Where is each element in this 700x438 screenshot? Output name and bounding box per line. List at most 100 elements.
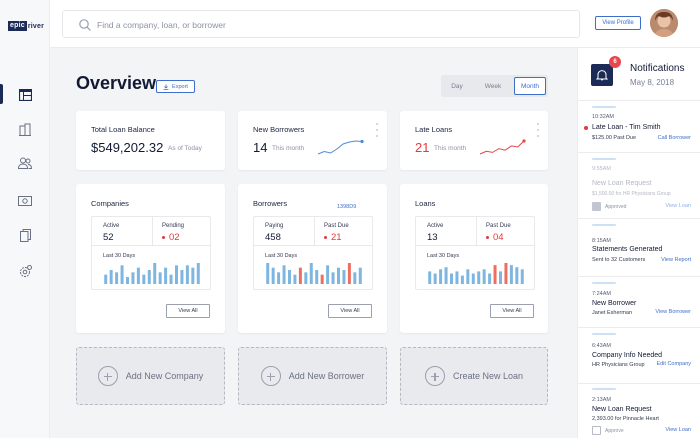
panel-metrics: Active 52 Pending 02 Last 30 Days	[91, 216, 211, 290]
view-all-button[interactable]: View All	[328, 304, 372, 318]
bar	[488, 273, 492, 284]
export-button[interactable]: Export	[156, 80, 195, 93]
view-profile-button[interactable]: View Profile	[595, 16, 641, 30]
logo-part-river: river	[27, 22, 44, 30]
logo-part-epic: epic	[8, 21, 27, 31]
bar	[131, 272, 135, 284]
bar	[504, 263, 508, 284]
bar	[315, 270, 319, 284]
view-all-button[interactable]: View All	[490, 304, 534, 318]
create-new-loan-button[interactable]: Create New Loan	[400, 347, 548, 405]
chart-label: Last 30 Days	[265, 253, 298, 259]
notification-title: New Loan Request	[592, 406, 652, 413]
bar	[293, 274, 297, 284]
stat-value: $549,202.32	[91, 140, 164, 155]
period-toggle: Day Week Month	[441, 75, 548, 97]
checkbox-label: Approved	[605, 204, 627, 210]
nav-companies-icon[interactable]	[18, 122, 32, 136]
sparkline-end-point	[360, 139, 364, 144]
add-new-borrower-button[interactable]: Add New Borrower	[238, 347, 387, 405]
notification-action[interactable]: Edit Company	[656, 361, 691, 367]
bar	[196, 263, 200, 284]
bar	[309, 263, 313, 284]
notifications-title: Notifications	[630, 63, 685, 74]
sparkline-end-point	[522, 139, 526, 143]
notification-time: 6:43AM	[592, 343, 611, 349]
notification-detail: Janet Esherman	[592, 310, 633, 316]
nav-borrowers-icon[interactable]	[18, 156, 32, 170]
bar	[493, 265, 497, 284]
stat-card-total-loan-balance: Total Loan Balance $549,202.32 As of Tod…	[76, 111, 225, 170]
add-label: Add New Company	[125, 371, 204, 381]
bar	[147, 270, 151, 284]
search-input[interactable]	[97, 17, 567, 33]
nav-loans-icon[interactable]	[18, 194, 32, 208]
nav-dashboard-icon[interactable]	[18, 88, 32, 102]
notification-action[interactable]: View Loan	[665, 203, 691, 209]
bar	[509, 265, 513, 284]
stat-subtext: This month	[434, 145, 467, 152]
page-title: Overview	[76, 73, 157, 93]
view-all-button[interactable]: View All	[166, 304, 210, 318]
notification-title: Statements Generated	[592, 246, 663, 253]
bar	[460, 275, 464, 284]
nav-active-indicator	[0, 84, 3, 104]
notification-title: New Borrower	[592, 300, 637, 307]
period-month[interactable]: Month	[514, 77, 546, 95]
bar	[353, 272, 357, 284]
bar	[358, 267, 362, 284]
bar	[158, 272, 162, 284]
avatar[interactable]	[650, 9, 678, 37]
bar	[298, 267, 302, 284]
brand-logo[interactable]: epic river	[8, 21, 44, 31]
bar	[466, 269, 470, 284]
plus-circle-icon	[97, 366, 118, 386]
metric-label: Active	[103, 223, 120, 229]
bar	[136, 267, 140, 284]
bell-icon[interactable]	[591, 64, 613, 86]
metric-label: Past Due	[324, 223, 349, 229]
bar	[439, 269, 443, 284]
add-label: Create New Loan	[452, 371, 524, 381]
notification-time: 8:15AM	[592, 238, 611, 244]
bar	[115, 272, 119, 284]
notification-action[interactable]: Call Borrower	[657, 135, 691, 141]
bar	[455, 271, 459, 284]
new-borrowers-sparkline	[317, 139, 364, 155]
notification-detail: $1,500.00 for HR Physicians Group	[592, 191, 671, 197]
add-new-company-button[interactable]: Add New Company	[76, 347, 225, 405]
more-options-icon[interactable]	[536, 123, 540, 137]
notification-action[interactable]: View Report	[661, 257, 691, 263]
bar	[450, 273, 453, 284]
nav-documents-icon[interactable]	[18, 228, 32, 242]
metric-label: Active	[427, 223, 444, 229]
notification-action[interactable]: View Borrower	[655, 309, 691, 315]
bar	[109, 270, 113, 284]
stat-label: Total Loan Balance	[91, 125, 155, 134]
stat-label: Late Loans	[415, 125, 453, 134]
panel-title: Companies	[91, 199, 129, 208]
bar	[142, 274, 146, 284]
bar	[120, 265, 124, 284]
notification-title: Company Info Needed	[592, 352, 663, 359]
notification-action[interactable]: View Loan	[665, 427, 691, 433]
bar	[271, 267, 275, 284]
period-day[interactable]: Day	[441, 77, 473, 95]
download-icon	[163, 84, 169, 90]
approve-checkbox[interactable]	[592, 426, 601, 435]
period-week[interactable]: Week	[473, 77, 513, 95]
approved-checkbox[interactable]	[592, 202, 601, 211]
notification-detail: 2,393.00 for Pinnacle Heart	[592, 416, 659, 422]
panel-link[interactable]: 1398D9	[337, 204, 357, 210]
notification-detail: $125.00 Past Due	[592, 135, 637, 141]
bar	[326, 265, 330, 284]
bar	[191, 267, 195, 284]
bar	[471, 273, 475, 284]
stat-subtext: This month	[272, 145, 305, 152]
nav-settings-icon[interactable]	[18, 264, 32, 278]
bar	[342, 270, 346, 284]
bar	[428, 271, 432, 284]
bar	[180, 270, 184, 284]
notifications-panel: 6 Notifications May 8, 2018 10:32AM Late…	[577, 48, 700, 438]
more-options-icon[interactable]	[375, 123, 379, 137]
